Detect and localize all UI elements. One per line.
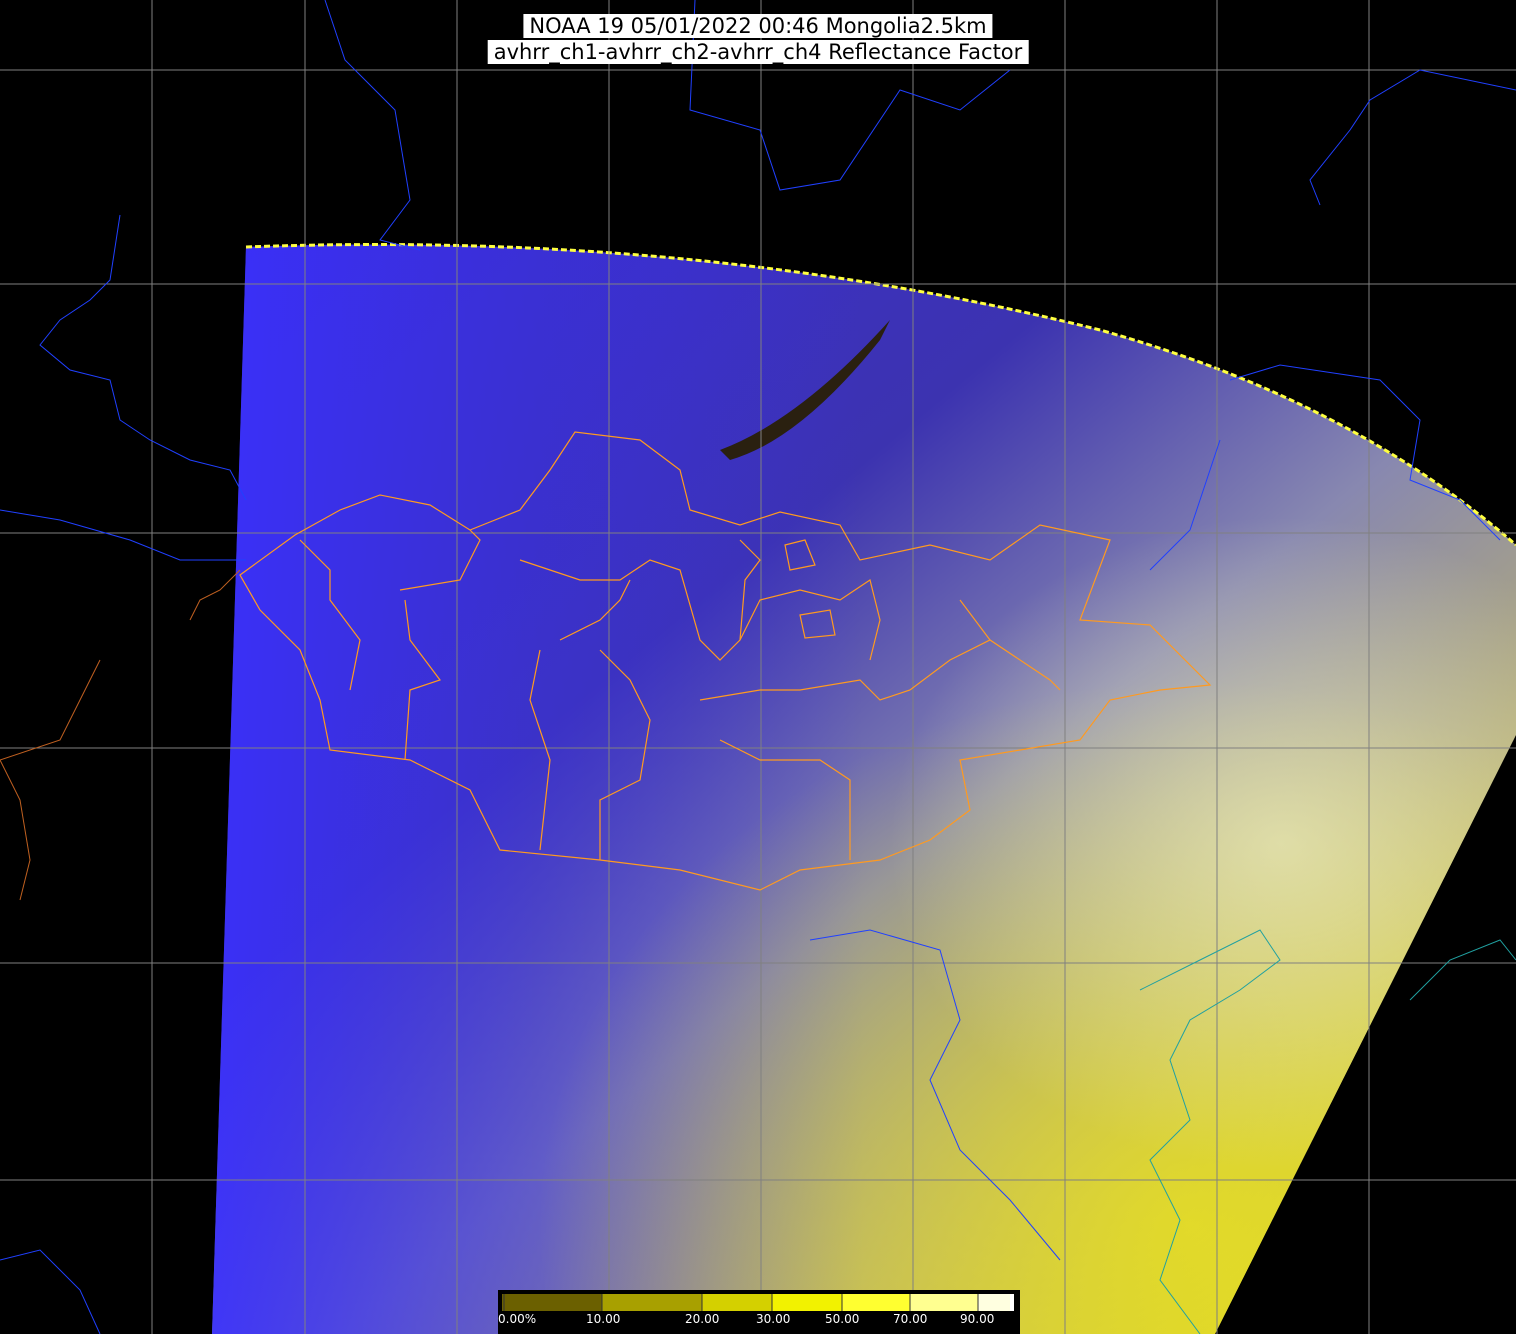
satellite-swath — [212, 243, 1516, 1334]
colorbar: 0.00% 10.00 20.00 30.00 50.00 70.00 90.0… — [498, 1290, 1020, 1334]
colorbar-tick-label: 10.00 — [586, 1312, 621, 1326]
colorbar-tick-label: 0.00% — [498, 1312, 537, 1326]
colorbar-tick-label: 20.00 — [685, 1312, 720, 1326]
colorbar-segment — [502, 1294, 602, 1311]
colorbar-segment — [910, 1294, 978, 1311]
other-borders — [0, 569, 241, 901]
lake-baikal — [720, 320, 890, 460]
colorbar-segment — [602, 1294, 702, 1311]
coastlines — [1139, 929, 1516, 1334]
mongolia-provinces — [239, 431, 1212, 891]
colorbar-tick-label: 50.00 — [825, 1312, 860, 1326]
colorbar-tick-label: 30.00 — [756, 1312, 791, 1326]
colorbar-tick-label: 70.00 — [893, 1312, 928, 1326]
colorbar-segment — [842, 1294, 910, 1311]
colorbar-segment — [1010, 1294, 1014, 1311]
colorbar-segment — [772, 1294, 842, 1311]
colorbar-segment — [702, 1294, 772, 1311]
map-title-line2: avhrr_ch1-avhrr_ch2-avhrr_ch4 Reflectanc… — [487, 40, 1029, 64]
colorbar-tick-label: 90.00 — [960, 1312, 995, 1326]
colorbar-segment — [978, 1294, 1010, 1311]
map-title-line1: NOAA 19 05/01/2022 00:46 Mongolia2.5km — [523, 14, 993, 38]
colorbar-strip — [502, 1294, 1014, 1311]
